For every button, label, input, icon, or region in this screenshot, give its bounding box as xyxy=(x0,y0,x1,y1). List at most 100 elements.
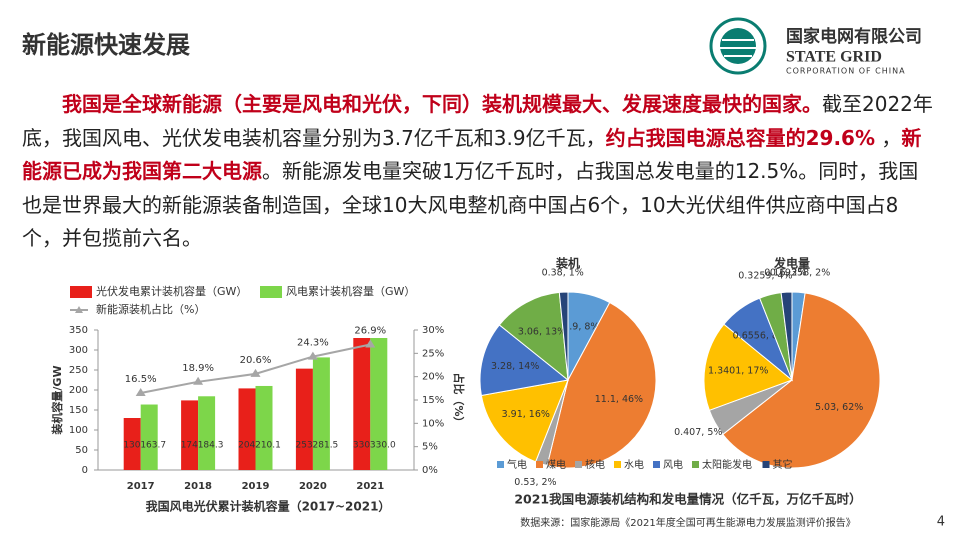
x-tick-label: 2018 xyxy=(184,481,212,492)
data-label: 0.6556, 8% xyxy=(733,330,787,341)
slide-title: 新能源快速发展 xyxy=(22,31,190,59)
bar xyxy=(295,368,313,470)
data-label: 130.0 xyxy=(123,441,149,451)
data-label: 330.0 xyxy=(353,441,379,451)
legend-swatch xyxy=(260,286,282,298)
x-tick-label: 2020 xyxy=(299,481,327,492)
data-label: 18.9% xyxy=(182,363,214,374)
data-label: 1.9, 8% xyxy=(563,322,599,333)
data-label: 204.0 xyxy=(238,441,264,451)
paragraph: 我国是全球新能源（主要是风电和光伏，下同）装机规模最大、发展速度最快的国家。截至… xyxy=(22,88,938,256)
y2-tick-label: 0% xyxy=(422,465,438,476)
bar xyxy=(353,338,371,470)
line xyxy=(140,343,371,394)
y-tick-label: 250 xyxy=(69,365,88,376)
y2-tick-label: 25% xyxy=(422,348,444,359)
data-label: 0.38, 1% xyxy=(542,267,584,278)
y-tick-label: 0 xyxy=(82,465,88,476)
pie-title: 发电量 xyxy=(773,256,810,271)
legend-swatch xyxy=(536,461,543,468)
legend-label: 风电累计装机容量（GW） xyxy=(286,284,415,298)
y2-tick-label: 20% xyxy=(422,372,444,383)
data-label: 0.53, 2% xyxy=(514,477,556,488)
data-label: 184.3 xyxy=(198,441,224,451)
data-label: 0.19358, 2% xyxy=(770,267,830,278)
data-label: 3.91, 16% xyxy=(502,409,550,420)
legend-swatch xyxy=(497,461,504,468)
data-label: 11.1, 46% xyxy=(595,394,643,405)
y-tick-label: 150 xyxy=(69,405,88,416)
page-number: 4 xyxy=(937,515,945,530)
legend-marker xyxy=(75,306,83,313)
text-segment: 我国是全球新能源（主要是风电和光伏，下同）装机规模最大、发展速度最快的国家。 xyxy=(62,92,822,116)
legend-label: 新能源装机占比（%） xyxy=(96,302,205,316)
legend-label: 气电 xyxy=(507,458,527,471)
pie-slice xyxy=(498,291,569,382)
legend-swatch xyxy=(692,461,699,468)
pie-slice xyxy=(558,291,569,381)
text-segment: ， xyxy=(875,125,902,150)
bar xyxy=(238,388,256,470)
bar xyxy=(123,418,141,470)
data-label: 24.3% xyxy=(297,338,329,349)
logo-name: 国家电网有限公司 xyxy=(786,26,922,47)
y2-tick-label: 5% xyxy=(422,442,438,453)
legend-label: 风电 xyxy=(663,458,683,471)
data-label: 210.1 xyxy=(255,441,281,451)
data-label: 0.3259, 4% xyxy=(738,270,792,281)
y-tick-label: 100 xyxy=(69,425,88,436)
bar xyxy=(312,357,330,470)
pie-slice xyxy=(479,324,570,397)
marker xyxy=(135,388,146,396)
marker xyxy=(307,351,318,360)
legend-swatch xyxy=(653,461,660,468)
legend-label: 煤电 xyxy=(546,458,566,471)
data-label: 174.0 xyxy=(181,441,207,451)
bar xyxy=(140,404,158,470)
y2-axis-label: 占比（%） xyxy=(452,372,466,427)
x-tick-label: 2017 xyxy=(127,481,155,492)
pie-title: 装机 xyxy=(555,256,580,271)
y-tick-label: 300 xyxy=(69,345,88,356)
pie-slice xyxy=(722,292,881,469)
y2-tick-label: 10% xyxy=(422,418,444,429)
bar xyxy=(255,385,273,470)
data-label: 330.0 xyxy=(370,441,396,451)
x-tick-label: 2021 xyxy=(356,481,384,492)
data-label: 3.28, 14% xyxy=(491,361,539,372)
y-axis-label: 装机容量/GW xyxy=(50,365,64,435)
data-label: 20.6% xyxy=(240,355,272,366)
legend-label: 核电 xyxy=(585,458,605,471)
data-label: 16.5% xyxy=(125,374,157,385)
y-tick-label: 200 xyxy=(69,385,88,396)
y-tick-label: 350 xyxy=(69,325,88,336)
pie-slice xyxy=(703,323,793,411)
data-label: 1.3401, 17% xyxy=(708,365,768,376)
data-label: 26.9% xyxy=(354,325,386,336)
data-label: 5.03, 62% xyxy=(815,402,863,413)
y-tick-label: 50 xyxy=(75,445,88,456)
marker xyxy=(193,376,204,385)
text-segment: 新能源已成为我国第二大电源 xyxy=(22,125,922,184)
y2-tick-label: 30% xyxy=(422,325,444,336)
legend-label: 水电 xyxy=(624,458,644,471)
data-label: 253.4 xyxy=(296,441,322,451)
bar xyxy=(370,338,388,470)
logo-sub: CORPORATION OF CHINA xyxy=(786,67,906,76)
chart-title: 我国风电光伏累计装机容量（2017~2021） xyxy=(146,499,391,514)
source-note: 数据来源：国家能源局《2021年度全国可再生能源电力发展监测评价报告》 xyxy=(520,516,855,529)
logo xyxy=(709,17,767,75)
marker xyxy=(250,368,261,377)
marker xyxy=(365,339,376,348)
logo-english: STATE GRID xyxy=(786,49,882,66)
text-segment: 约占我国电源总容量的29.6% xyxy=(605,125,876,150)
bar xyxy=(198,396,216,470)
data-label: 281.5 xyxy=(313,441,339,451)
bar xyxy=(181,400,199,470)
pie-slice xyxy=(480,379,569,463)
x-tick-label: 2019 xyxy=(242,481,270,492)
data-label: 0.407, 5% xyxy=(674,427,722,438)
y2-tick-label: 15% xyxy=(422,395,444,406)
